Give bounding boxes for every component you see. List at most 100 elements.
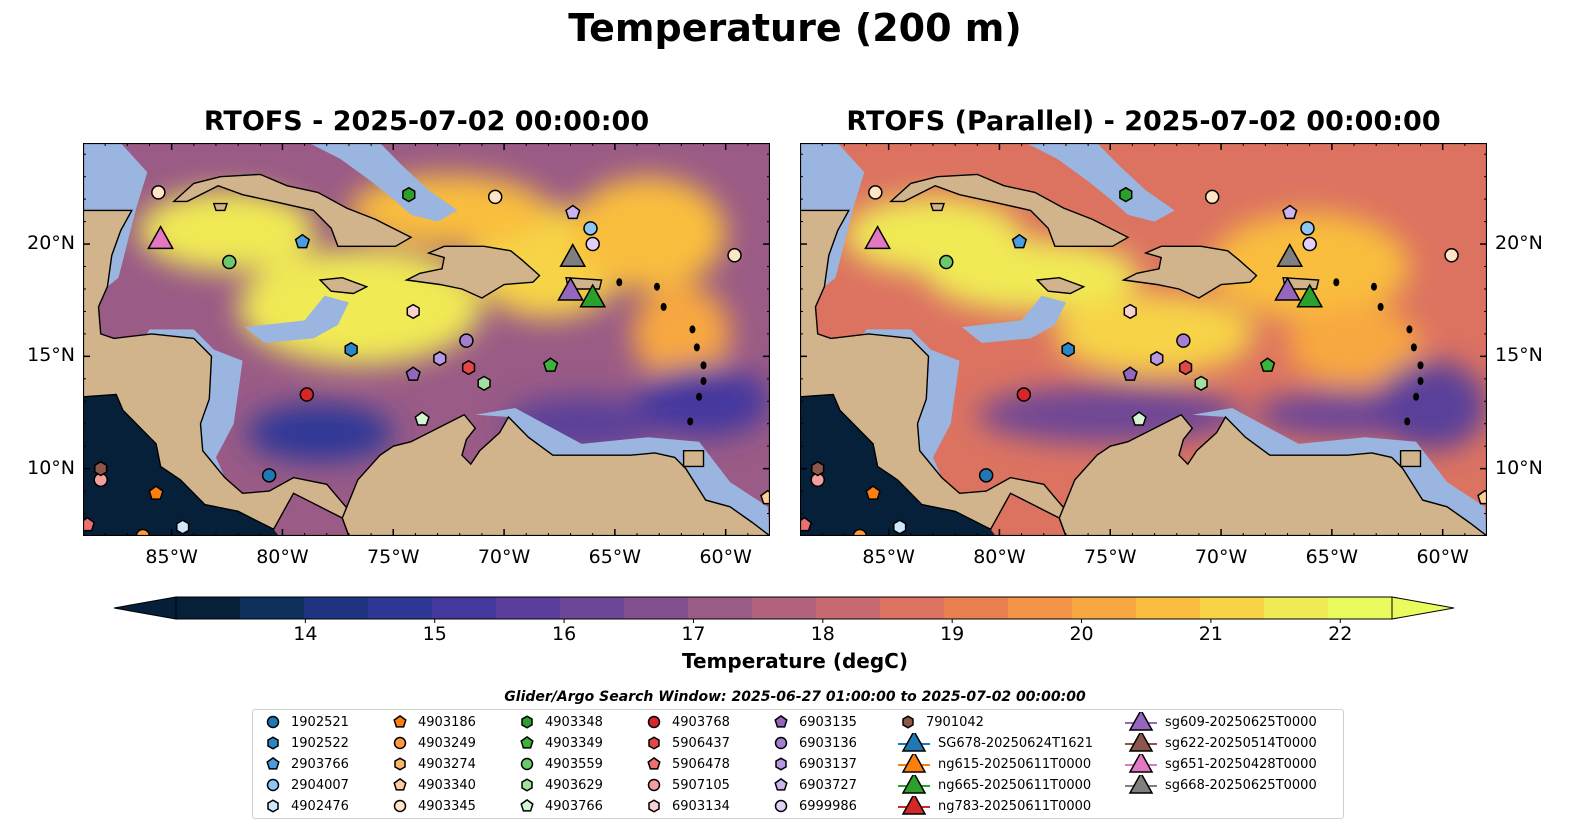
legend-marker-circle-icon xyxy=(774,736,788,750)
land-hispaniola xyxy=(404,245,541,299)
legend-marker-triangle-icon xyxy=(1125,733,1157,752)
temperature-anomaly xyxy=(632,284,731,384)
observation-4903345 xyxy=(868,185,883,200)
legend-marker xyxy=(521,715,533,729)
legend-marker-hexagon-icon xyxy=(648,799,660,813)
legend-entry: 6903137 xyxy=(771,754,857,774)
legend-label: sg668-20250625T0000 xyxy=(1165,777,1317,793)
legend-marker-circle-icon xyxy=(647,715,661,729)
legend-entry: 6999986 xyxy=(771,796,857,816)
legend-marker xyxy=(775,757,787,771)
legend-marker-hexagon-icon xyxy=(521,778,533,792)
land-jamaica xyxy=(318,276,369,295)
colorbar-band xyxy=(1008,597,1073,619)
observation-4902476 xyxy=(176,519,190,535)
legend-label: ng665-20250611T0000 xyxy=(938,777,1092,793)
legend-label: 6999986 xyxy=(799,798,857,814)
observation-4903345 xyxy=(1204,189,1220,205)
legend-entry: 1902522 xyxy=(263,733,349,753)
observation-4903345 xyxy=(487,189,503,205)
observation-4903629 xyxy=(1194,375,1208,391)
legend: 1902521 1902522 2903766 2904007 4902476 49031… xyxy=(252,709,1344,819)
temperature-anomaly xyxy=(637,365,770,438)
lon-tick-label: 65°W xyxy=(1305,546,1359,568)
legend-entry: 4902476 xyxy=(263,796,349,816)
legend-label: 4903249 xyxy=(418,735,476,751)
legend-label: 4902476 xyxy=(291,798,349,814)
land-trinidad xyxy=(682,450,705,468)
legend-entry: 5906478 xyxy=(644,754,730,774)
land-south-america xyxy=(341,413,770,536)
legend-marker xyxy=(1128,712,1154,731)
island xyxy=(1370,282,1377,291)
lon-tick-label: 60°W xyxy=(699,546,752,568)
legend-entry: 6903134 xyxy=(644,796,730,816)
colorbar-band xyxy=(816,597,881,619)
legend-label: 6903134 xyxy=(672,798,730,814)
colorbar-band xyxy=(496,597,561,619)
legend-entry: 4903274 xyxy=(390,754,476,774)
observation-4903348 xyxy=(1119,186,1133,203)
legend-entry: 6903136 xyxy=(771,733,857,753)
observation-7901042 xyxy=(811,460,825,477)
legend-marker-triangle-icon xyxy=(898,754,930,773)
observation-7901042 xyxy=(94,460,108,477)
legend-label: 4903340 xyxy=(418,777,476,793)
legend-marker-circle-icon xyxy=(393,736,407,750)
legend-marker-pentagon-icon xyxy=(393,777,407,791)
legend-marker-triangle-icon xyxy=(1125,775,1157,794)
land-jamaica xyxy=(1035,276,1086,295)
legend-marker xyxy=(267,736,279,750)
land-south-america xyxy=(1058,413,1487,536)
observation-ng665-20250611T0000 xyxy=(1296,283,1324,308)
colorbar-tick-label: 19 xyxy=(940,623,965,645)
legend-label: 5906478 xyxy=(672,756,730,772)
observation-4903345 xyxy=(727,248,742,263)
observation-4903345 xyxy=(1444,248,1459,263)
colorbar-tick-label: 16 xyxy=(551,623,577,645)
shelf-area xyxy=(800,143,865,209)
land-isla-de-la-juventud xyxy=(929,202,945,212)
legend-marker xyxy=(901,796,927,815)
observation-1902522 xyxy=(1061,341,1075,358)
legend-entry: 2904007 xyxy=(263,775,349,795)
observation-sg609-20250625T0000 xyxy=(557,276,584,301)
colorbar-band xyxy=(1264,597,1329,619)
legend-entry: 1902521 xyxy=(263,712,349,732)
island xyxy=(1417,377,1424,386)
legend-label: 4903348 xyxy=(545,714,603,730)
observation-sg651-20250428T0000 xyxy=(147,225,174,250)
island xyxy=(653,282,660,291)
observation-1902521 xyxy=(261,468,277,483)
observation-1902522 xyxy=(344,341,358,358)
legend-entry: sg609-20250625T0000 xyxy=(1125,712,1317,732)
legend-label: 2903766 xyxy=(291,756,349,772)
legend-label: 4903766 xyxy=(545,798,603,814)
legend-entry: 4903340 xyxy=(390,775,476,795)
legend-marker-circle-icon xyxy=(774,799,788,813)
observation-sg668-20250625T0000 xyxy=(559,243,587,268)
legend-label: 5906437 xyxy=(672,735,730,751)
lon-tick-label: 70°W xyxy=(1194,546,1248,568)
lat-tick-label: 20°N xyxy=(27,232,75,255)
legend-label: sg622-20250514T0000 xyxy=(1165,735,1317,751)
land-central-america xyxy=(83,209,373,536)
observation-6903136 xyxy=(459,333,474,348)
observation-4903766 xyxy=(1131,411,1147,426)
search-window-caption: Glider/Argo Search Window: 2025-06-27 01… xyxy=(504,689,1086,705)
land-cuba xyxy=(172,173,413,248)
lon-tick-label: 70°W xyxy=(477,546,531,568)
legend-entry: 4903629 xyxy=(517,775,603,795)
colorbar-label: Temperature (degC) xyxy=(682,649,908,673)
island xyxy=(693,343,700,352)
shelf-area xyxy=(309,143,458,222)
temperature-anomaly xyxy=(844,196,1022,274)
colorbar-band xyxy=(432,597,497,619)
shelf-area xyxy=(1026,143,1175,222)
legend-label: ng615-20250611T0000 xyxy=(938,756,1092,772)
observation-6903727 xyxy=(1282,204,1298,220)
land-hispaniola xyxy=(1121,245,1258,299)
legend-marker xyxy=(774,777,788,791)
legend-label: sg609-20250625T0000 xyxy=(1165,714,1317,730)
